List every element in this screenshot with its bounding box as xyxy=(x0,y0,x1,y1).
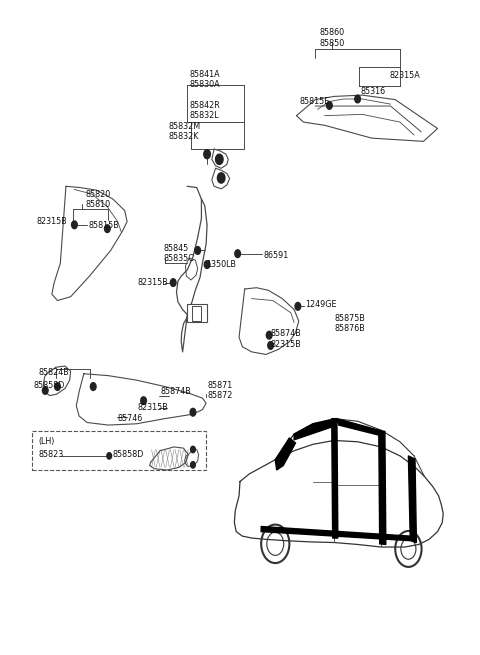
Text: 85316: 85316 xyxy=(361,87,386,96)
Circle shape xyxy=(90,383,96,390)
Circle shape xyxy=(216,154,223,164)
Text: 85871
85872: 85871 85872 xyxy=(207,381,232,400)
Text: 85746: 85746 xyxy=(118,414,143,423)
Text: 85841A
85830A: 85841A 85830A xyxy=(189,70,220,89)
Text: (LH): (LH) xyxy=(39,438,55,446)
Text: 85874B: 85874B xyxy=(160,387,191,396)
Bar xyxy=(32,432,206,470)
Circle shape xyxy=(204,261,210,269)
Text: 85875B
85876B: 85875B 85876B xyxy=(334,314,365,333)
Circle shape xyxy=(326,102,332,109)
Circle shape xyxy=(235,250,240,257)
Circle shape xyxy=(217,173,225,183)
Bar xyxy=(192,306,202,321)
Circle shape xyxy=(107,453,111,459)
Text: 85845
85835C: 85845 85835C xyxy=(164,244,195,263)
Circle shape xyxy=(141,397,146,405)
Circle shape xyxy=(170,279,176,286)
Bar xyxy=(187,305,207,322)
Circle shape xyxy=(55,383,60,390)
Polygon shape xyxy=(275,438,296,470)
Circle shape xyxy=(191,462,195,468)
Polygon shape xyxy=(294,419,337,440)
Polygon shape xyxy=(379,430,386,544)
Circle shape xyxy=(191,446,195,453)
Circle shape xyxy=(204,150,210,159)
Circle shape xyxy=(295,303,300,310)
Text: 85815B: 85815B xyxy=(88,221,120,230)
Polygon shape xyxy=(261,527,410,540)
Circle shape xyxy=(195,247,201,254)
Text: 82315A: 82315A xyxy=(389,71,420,80)
Text: 82315B: 82315B xyxy=(137,278,168,287)
Text: 82315B: 82315B xyxy=(137,403,168,411)
Text: 82315B: 82315B xyxy=(37,217,68,226)
Polygon shape xyxy=(337,419,385,437)
Circle shape xyxy=(105,225,110,233)
Polygon shape xyxy=(332,419,338,538)
Circle shape xyxy=(355,95,360,103)
Polygon shape xyxy=(408,456,416,542)
Circle shape xyxy=(72,221,77,229)
Circle shape xyxy=(266,331,272,339)
Text: 85823: 85823 xyxy=(39,450,64,459)
Text: 85858D: 85858D xyxy=(33,381,64,390)
Circle shape xyxy=(42,386,48,394)
Circle shape xyxy=(268,342,274,349)
Text: 85842R
85832L: 85842R 85832L xyxy=(189,101,220,120)
Text: 86591: 86591 xyxy=(264,251,289,260)
Text: 85820
85810: 85820 85810 xyxy=(85,189,110,209)
Text: 85815E: 85815E xyxy=(299,97,330,106)
Text: 85824B: 85824B xyxy=(39,368,70,377)
Text: 85832M
85832K: 85832M 85832K xyxy=(168,122,201,141)
Text: 82315B: 82315B xyxy=(271,340,301,348)
Text: 1249GE: 1249GE xyxy=(305,300,336,309)
Text: 85860
85850: 85860 85850 xyxy=(319,28,344,48)
Text: 1350LB: 1350LB xyxy=(206,260,236,269)
Text: 85874B: 85874B xyxy=(271,329,301,338)
Circle shape xyxy=(190,408,196,416)
Text: 85858D: 85858D xyxy=(112,450,144,459)
